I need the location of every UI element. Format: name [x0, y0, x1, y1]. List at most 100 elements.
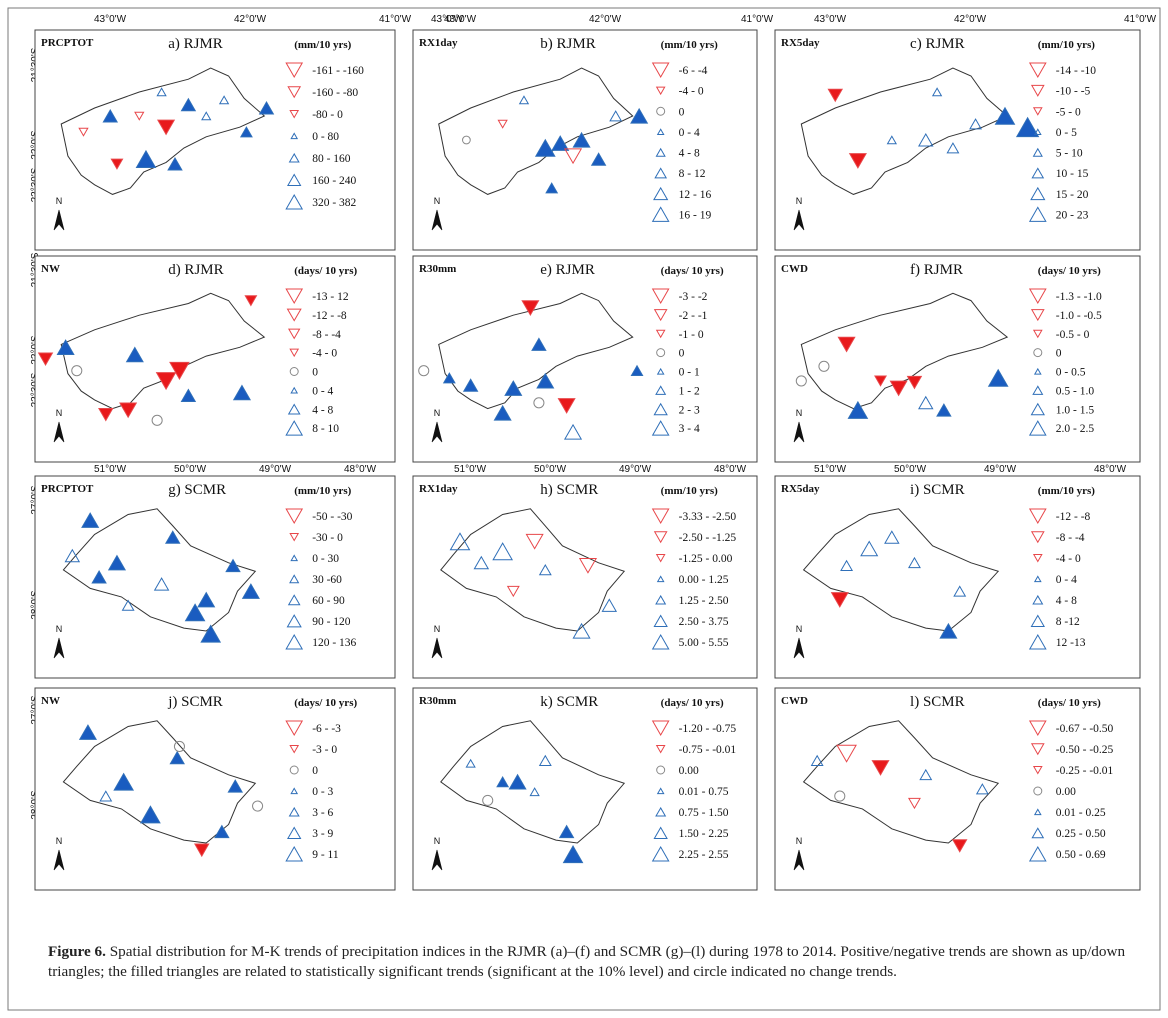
up-trend-marker: [287, 403, 301, 415]
up-trend-marker: [1028, 846, 1047, 862]
up-trend-marker: [918, 395, 934, 410]
rjmr-lon-tick: 43°0'W: [814, 14, 847, 25]
panel-frame: [34, 255, 396, 463]
rjmr-lon-tick: 41°0'W: [379, 14, 412, 25]
down-trend-marker: [651, 288, 670, 304]
up-trend-marker: [994, 106, 1016, 125]
legend-label: -0.25 - -0.01: [1056, 765, 1114, 777]
up-trend-marker: [1028, 634, 1047, 650]
up-trend-marker: [107, 554, 127, 571]
up-trend-marker: [113, 772, 135, 791]
panel-frame: [774, 255, 1141, 463]
up-trend-marker: [1032, 594, 1044, 605]
legend-label: -1.3 - -1.0: [1056, 291, 1102, 303]
legend-label: 0.75 - 1.50: [679, 807, 729, 819]
legend-label: 0.01 - 0.25: [1056, 807, 1106, 819]
legend-label: 0: [1056, 348, 1062, 360]
north-arrow-icon: [431, 637, 443, 659]
legend-label: -8 - -4: [1056, 532, 1085, 544]
up-trend-marker: [290, 386, 299, 394]
down-trend-marker: [289, 745, 300, 754]
up-trend-marker: [496, 776, 510, 788]
scmr-lon-tick: 50°0'W: [894, 464, 927, 475]
legend-label: -50 - -30: [312, 511, 352, 523]
up-trend-marker: [1031, 167, 1045, 179]
legend-label: -0.67 - -0.50: [1056, 723, 1114, 735]
no-change-marker: [1033, 786, 1043, 796]
legend-label: 8 -12: [1056, 616, 1080, 628]
up-trend-marker: [908, 556, 921, 569]
down-trend-marker: [286, 308, 302, 322]
panel-frame: [34, 29, 396, 251]
north-arrow-label: N: [796, 196, 803, 206]
panel-index-label: PRCPTOT: [41, 483, 94, 495]
scmr-lon-tick: 48°0'W: [714, 464, 747, 475]
up-trend-marker: [492, 542, 514, 561]
up-trend-marker: [656, 128, 665, 135]
scmr-boundary: [440, 720, 626, 844]
legend-label: -4 - 0: [679, 86, 704, 98]
up-trend-marker: [919, 768, 933, 781]
down-trend-marker: [37, 352, 54, 367]
rjmr-boundary: [438, 292, 634, 410]
legend-label: -1.20 - -0.75: [679, 723, 737, 735]
legend-label: 8 - 12: [679, 168, 706, 180]
legend-label: 0.01 - 0.75: [679, 786, 729, 798]
legend-label: 15 - 20: [1056, 189, 1089, 201]
legend-label: -0.50 - -0.25: [1056, 744, 1114, 756]
down-trend-marker: [1028, 288, 1047, 304]
down-trend-marker: [289, 110, 300, 119]
figure-frame: [7, 7, 1161, 1011]
up-trend-marker: [918, 132, 934, 147]
up-trend-marker: [655, 594, 667, 605]
legend-label: -80 - 0: [312, 109, 343, 121]
map-panel: CWD l) SCMR (days/ 10 yrs) N -0.67 - -0.50 -0…: [774, 687, 1141, 891]
legend-label: 1.0 - 1.5: [1056, 404, 1095, 416]
rjmr-lon-tick: 42°0'W: [954, 14, 987, 25]
legend-label: 2.25 - 2.55: [679, 849, 729, 861]
up-trend-marker: [227, 779, 244, 793]
panel-unit: (mm/10 yrs): [294, 39, 351, 51]
up-trend-marker: [558, 824, 575, 839]
panel-title: c) RJMR: [910, 36, 965, 52]
rjmr-lon-tick: 43°0'W: [444, 14, 477, 25]
legend-label: -6 - -4: [679, 65, 708, 77]
down-trend-marker: [871, 760, 890, 776]
down-trend-marker: [651, 508, 670, 524]
down-trend-marker: [908, 797, 921, 810]
up-trend-marker: [218, 95, 230, 105]
down-trend-marker: [288, 328, 301, 340]
down-trend-marker: [169, 361, 190, 380]
down-trend-marker: [837, 336, 856, 353]
no-change-marker: [289, 367, 299, 376]
legend-label: 0.00 - 1.25: [679, 574, 729, 586]
panel-index-label: NW: [41, 695, 60, 707]
scmr-lon-tick: 51°0'W: [454, 464, 487, 475]
legend-label: 9 - 11: [312, 849, 339, 861]
up-trend-marker: [197, 591, 216, 608]
legend-label: 0 - 30: [312, 553, 339, 565]
up-trend-marker: [630, 364, 644, 377]
up-trend-marker: [860, 540, 879, 557]
legend-label: -1.25 - 0.00: [679, 553, 733, 565]
up-trend-marker: [939, 622, 958, 639]
down-trend-marker: [285, 720, 304, 736]
down-trend-marker: [156, 119, 176, 136]
up-trend-marker: [287, 826, 302, 840]
up-trend-marker: [290, 554, 299, 562]
down-trend-marker: [506, 585, 520, 598]
up-trend-marker: [241, 583, 260, 599]
legend-label: 3 - 9: [312, 828, 333, 840]
down-trend-marker: [289, 533, 300, 542]
down-trend-marker: [655, 554, 666, 563]
up-trend-marker: [1032, 385, 1044, 395]
up-trend-marker: [64, 548, 81, 563]
no-change-marker: [173, 740, 185, 752]
up-trend-marker: [239, 126, 253, 138]
rjmr-lon-tick: 41°0'W: [1124, 14, 1157, 25]
legend-label: 80 - 160: [312, 153, 351, 165]
panel-unit: (days/ 10 yrs): [294, 265, 357, 277]
legend-label: -2.50 - -1.25: [679, 532, 737, 544]
down-trend-marker: [1030, 309, 1045, 322]
